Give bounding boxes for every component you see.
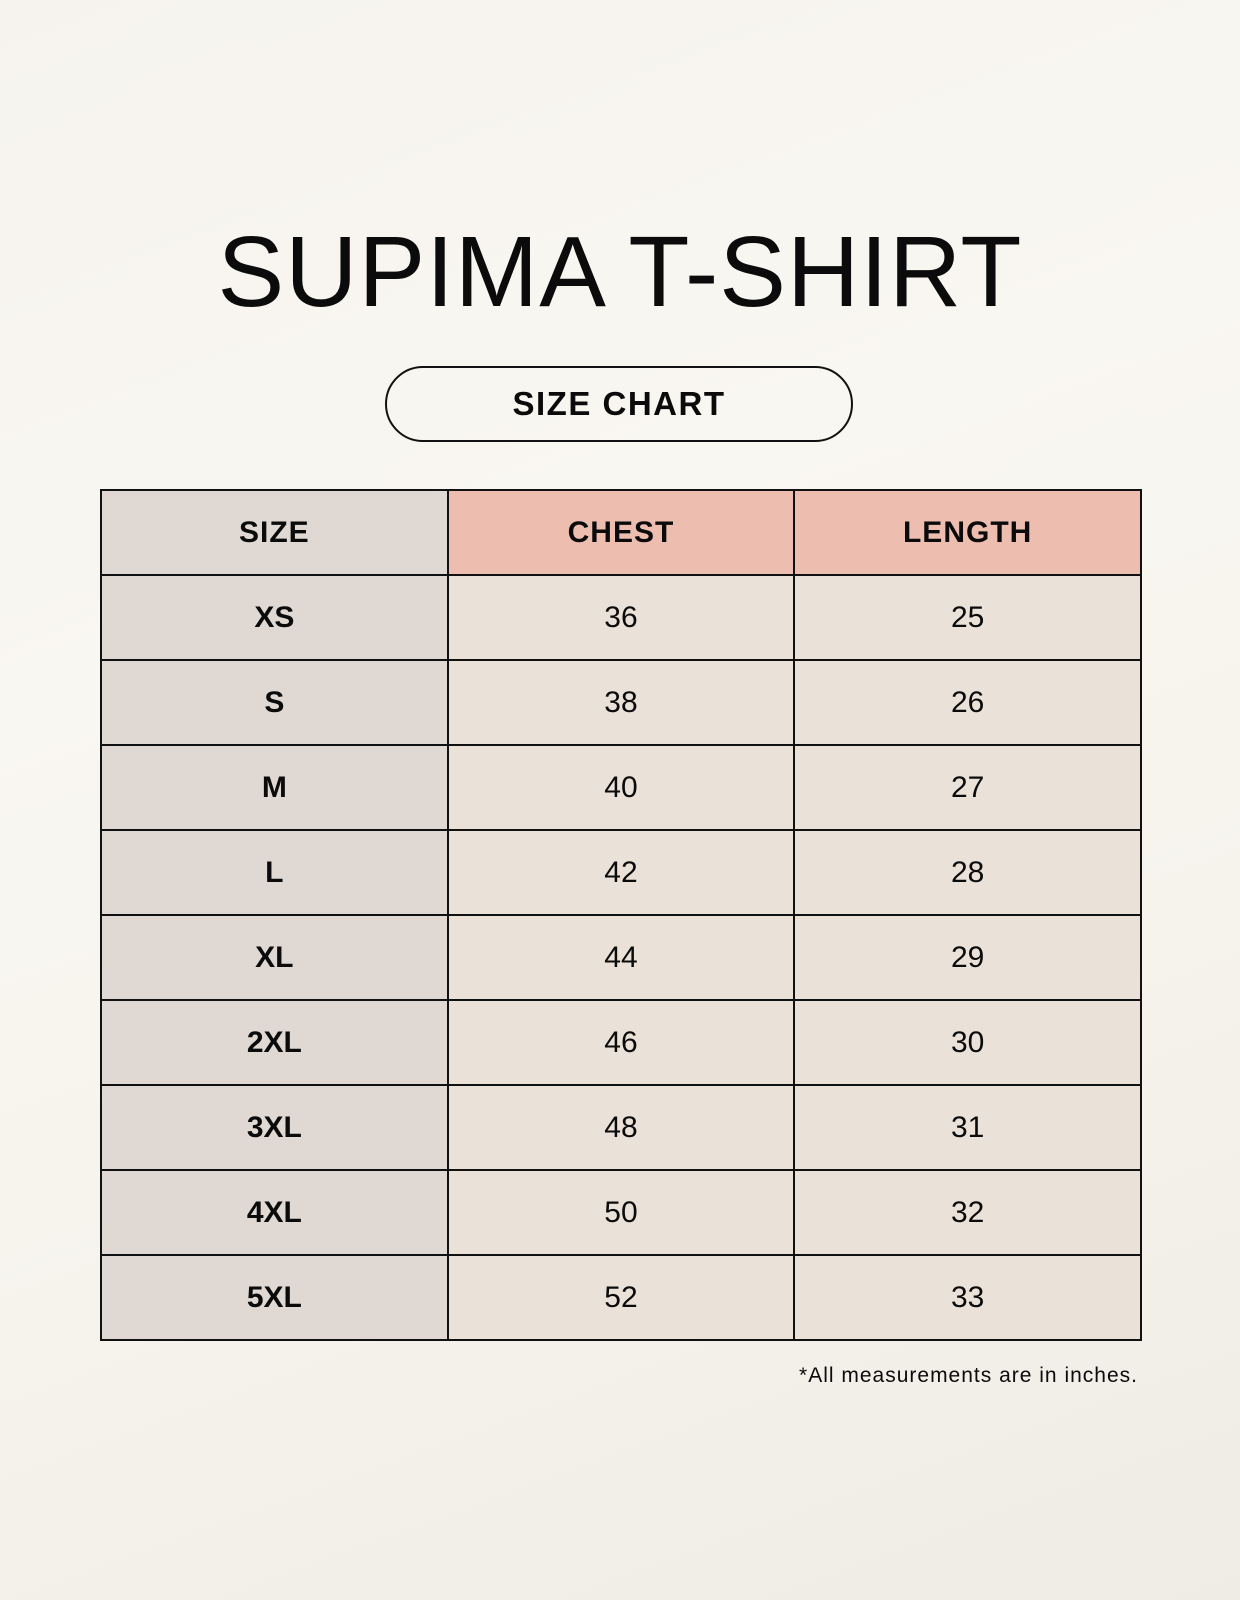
cell-length: 25 [793, 574, 1142, 661]
size-chart-label: SIZE CHART [385, 366, 853, 442]
cell-chest: 40 [446, 744, 796, 831]
cell-length: 26 [793, 659, 1142, 746]
table-row: XL 44 29 [100, 914, 1142, 1001]
cell-size: S [100, 659, 449, 746]
header-length: LENGTH [793, 489, 1142, 576]
cell-size: XL [100, 914, 449, 1001]
cell-chest: 52 [446, 1254, 796, 1341]
cell-size: XS [100, 574, 449, 661]
header-chest: CHEST [446, 489, 796, 576]
table-row: L 42 28 [100, 829, 1142, 916]
table-row: M 40 27 [100, 744, 1142, 831]
cell-size: 2XL [100, 999, 449, 1086]
cell-chest: 42 [446, 829, 796, 916]
cell-length: 31 [793, 1084, 1142, 1171]
cell-size: M [100, 744, 449, 831]
table-row: S 38 26 [100, 659, 1142, 746]
cell-length: 33 [793, 1254, 1142, 1341]
table-row: 4XL 50 32 [100, 1169, 1142, 1256]
size-table: SIZE CHEST LENGTH XS 36 25 S 38 26 M 40 27 L 42 28 X… [100, 489, 1142, 1341]
table-row: XS 36 25 [100, 574, 1142, 661]
cell-chest: 46 [446, 999, 796, 1086]
table-header-row: SIZE CHEST LENGTH [100, 489, 1142, 576]
cell-size: 4XL [100, 1169, 449, 1256]
measurement-note: *All measurements are in inches. [799, 1364, 1138, 1387]
cell-chest: 44 [446, 914, 796, 1001]
cell-length: 30 [793, 999, 1142, 1086]
table-row: 2XL 46 30 [100, 999, 1142, 1086]
cell-length: 32 [793, 1169, 1142, 1256]
cell-size: 5XL [100, 1254, 449, 1341]
cell-chest: 38 [446, 659, 796, 746]
cell-chest: 36 [446, 574, 796, 661]
cell-chest: 48 [446, 1084, 796, 1171]
cell-size: L [100, 829, 449, 916]
cell-length: 28 [793, 829, 1142, 916]
table-row: 5XL 52 33 [100, 1254, 1142, 1341]
cell-length: 29 [793, 914, 1142, 1001]
table-row: 3XL 48 31 [100, 1084, 1142, 1171]
page-title: SUPIMA T-SHIRT [217, 216, 1023, 328]
cell-chest: 50 [446, 1169, 796, 1256]
cell-size: 3XL [100, 1084, 449, 1171]
cell-length: 27 [793, 744, 1142, 831]
header-size: SIZE [100, 489, 449, 576]
